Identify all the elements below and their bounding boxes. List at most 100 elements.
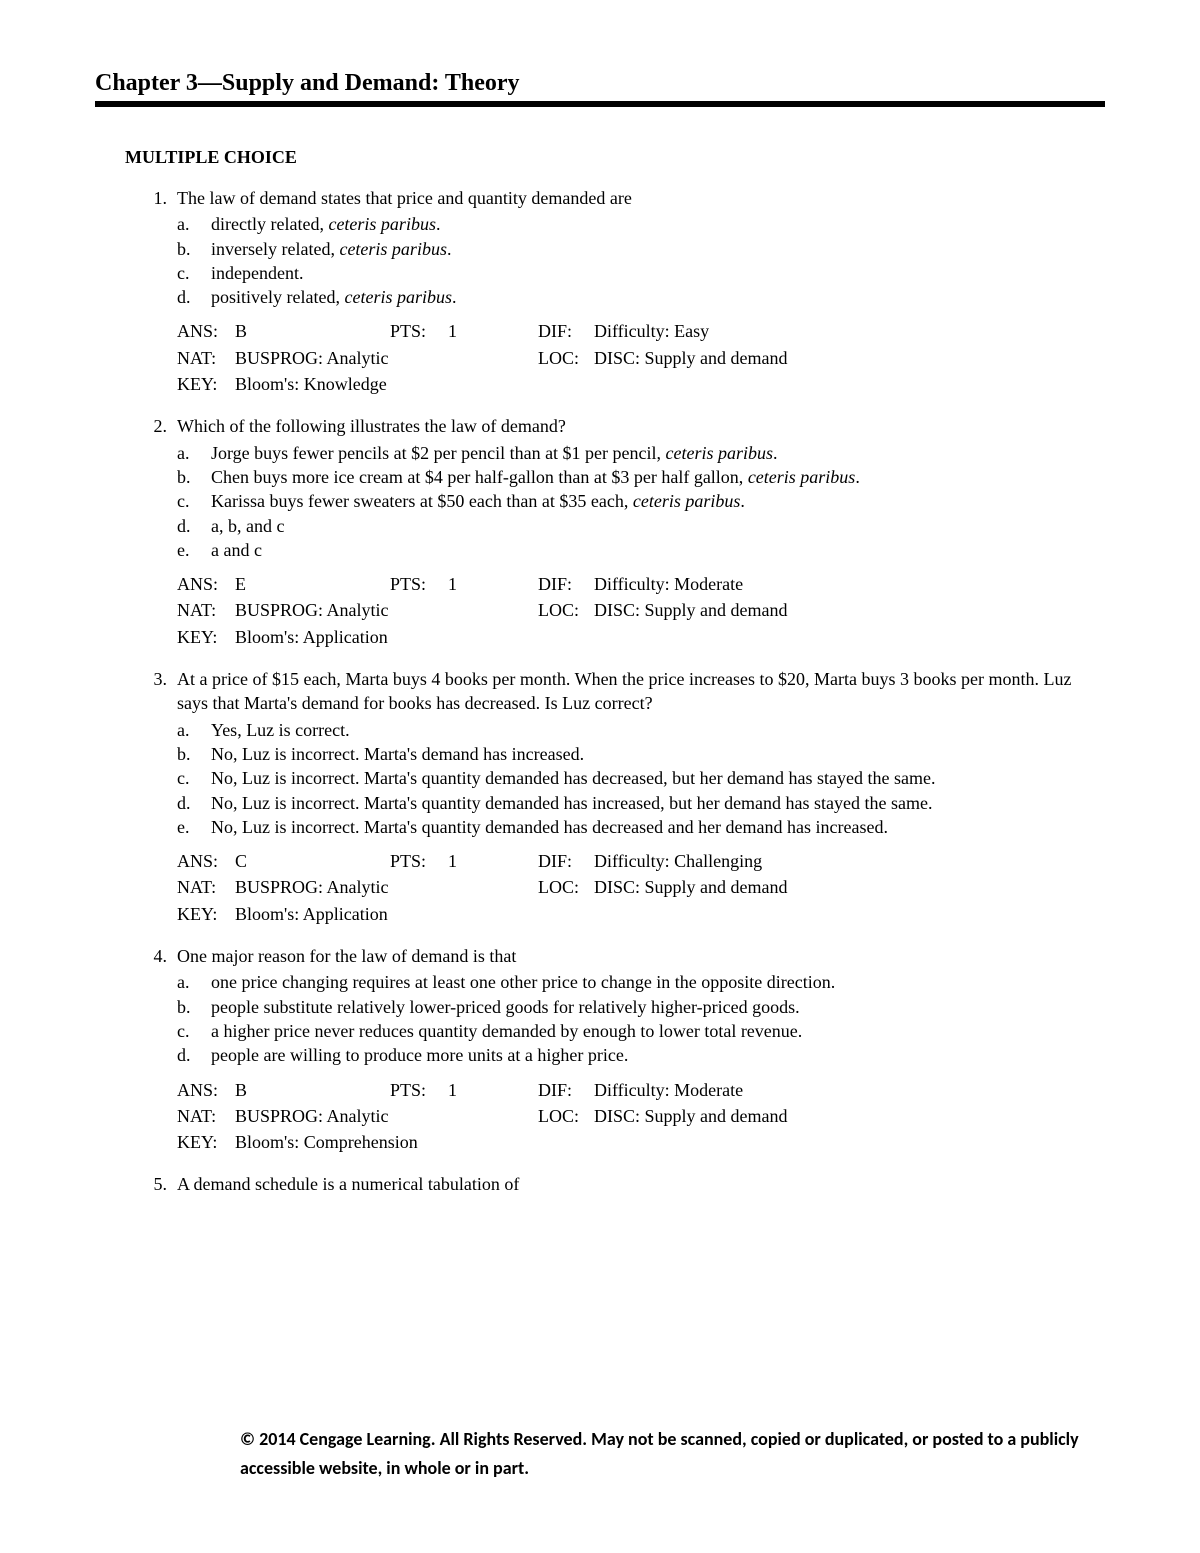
- option: a.Yes, Luz is correct.: [177, 718, 1105, 742]
- option-text-main: people are willing to produce more units…: [211, 1045, 628, 1065]
- option-text: inversely related, ceteris paribus.: [211, 237, 1105, 261]
- option-letter: b.: [177, 995, 211, 1019]
- meta-nat: BUSPROG: Analytic: [235, 1104, 538, 1128]
- option: b.people substitute relatively lower-pri…: [177, 995, 1105, 1019]
- meta-loc: DISC: Supply and demand: [594, 346, 1105, 370]
- question: 3.At a price of $15 each, Marta buys 4 b…: [125, 667, 1105, 926]
- options-list: a.Yes, Luz is correct.b.No, Luz is incor…: [177, 718, 1105, 839]
- questions-container: 1.The law of demand states that price an…: [125, 186, 1105, 1199]
- question-body: One major reason for the law of demand i…: [177, 944, 1105, 1154]
- option-text: a, b, and c: [211, 514, 1105, 538]
- option-text: Jorge buys fewer pencils at $2 per penci…: [211, 441, 1105, 465]
- option-letter: b.: [177, 465, 211, 489]
- option-letter: b.: [177, 742, 211, 766]
- meta-key-label: KEY:: [177, 1130, 235, 1154]
- option-text-suffix: .: [452, 287, 457, 307]
- meta-pts-label: PTS:: [390, 1078, 448, 1102]
- question-stem: One major reason for the law of demand i…: [177, 944, 1105, 968]
- meta-key-label: KEY:: [177, 372, 235, 396]
- meta-dif: Difficulty: Challenging: [594, 849, 1105, 873]
- option-letter: d.: [177, 514, 211, 538]
- meta-loc: DISC: Supply and demand: [594, 598, 1105, 622]
- meta-row: EPTS:1DIF:Difficulty: Moderate: [235, 572, 1105, 596]
- question: 1.The law of demand states that price an…: [125, 186, 1105, 396]
- question: 4.One major reason for the law of demand…: [125, 944, 1105, 1154]
- meta-pts-wrap: 1DIF:Difficulty: Moderate: [448, 1078, 1105, 1102]
- option-letter: e.: [177, 538, 211, 562]
- option-text: positively related, ceteris paribus.: [211, 285, 1105, 309]
- option-letter: a.: [177, 441, 211, 465]
- question-stem: The law of demand states that price and …: [177, 186, 1105, 210]
- meta-key-label: KEY:: [177, 625, 235, 649]
- option: d.positively related, ceteris paribus.: [177, 285, 1105, 309]
- meta-nat-label: NAT:: [177, 598, 235, 622]
- page: Chapter 3—Supply and Demand: Theory MULT…: [0, 0, 1200, 1553]
- meta-row: BPTS:1DIF:Difficulty: Moderate: [235, 1078, 1105, 1102]
- meta-row: CPTS:1DIF:Difficulty: Challenging: [235, 849, 1105, 873]
- question-number: 2.: [125, 414, 177, 649]
- option-text-main: Jorge buys fewer pencils at $2 per penci…: [211, 443, 666, 463]
- option-text-suffix: .: [773, 443, 778, 463]
- meta-key: Bloom's: Comprehension: [235, 1130, 1105, 1154]
- option: c.a higher price never reduces quantity …: [177, 1019, 1105, 1043]
- meta-loc-label: LOC:: [538, 598, 594, 622]
- meta-loc-label: LOC:: [538, 346, 594, 370]
- meta-pts-wrap: 1DIF:Difficulty: Easy: [448, 319, 1105, 343]
- option-letter: a.: [177, 718, 211, 742]
- meta-nat: BUSPROG: Analytic: [235, 346, 538, 370]
- question-stem: At a price of $15 each, Marta buys 4 boo…: [177, 667, 1105, 716]
- option-text-suffix: .: [436, 214, 441, 234]
- option-text: a and c: [211, 538, 1105, 562]
- meta-dif-label: DIF:: [538, 319, 594, 343]
- question-number: 4.: [125, 944, 177, 1154]
- question-body: At a price of $15 each, Marta buys 4 boo…: [177, 667, 1105, 926]
- meta-nat-label: NAT:: [177, 875, 235, 899]
- option-text-main: a, b, and c: [211, 516, 284, 536]
- option-text-main: Chen buys more ice cream at $4 per half-…: [211, 467, 748, 487]
- option-text: No, Luz is incorrect. Marta's quantity d…: [211, 815, 1105, 839]
- question-number: 3.: [125, 667, 177, 926]
- options-list: a.one price changing requires at least o…: [177, 970, 1105, 1067]
- option-text-main: Yes, Luz is correct.: [211, 720, 350, 740]
- meta-loc: DISC: Supply and demand: [594, 875, 1105, 899]
- option-text-suffix: .: [740, 491, 745, 511]
- meta-ans: C: [235, 849, 390, 873]
- option: d.a, b, and c: [177, 514, 1105, 538]
- option: c.No, Luz is incorrect. Marta's quantity…: [177, 766, 1105, 790]
- meta-ans: B: [235, 1078, 390, 1102]
- option-text-italic: ceteris paribus: [328, 214, 436, 234]
- option: b.No, Luz is incorrect. Marta's demand h…: [177, 742, 1105, 766]
- meta-pts: 1: [448, 572, 538, 596]
- option-text-suffix: .: [447, 239, 452, 259]
- option-letter: b.: [177, 237, 211, 261]
- question: 2.Which of the following illustrates the…: [125, 414, 1105, 649]
- option-text-main: a higher price never reduces quantity de…: [211, 1021, 802, 1041]
- question-number: 1.: [125, 186, 177, 396]
- option-text: people substitute relatively lower-price…: [211, 995, 1105, 1019]
- option-letter: c.: [177, 1019, 211, 1043]
- option-text: a higher price never reduces quantity de…: [211, 1019, 1105, 1043]
- option-letter: a.: [177, 212, 211, 236]
- meta-ans-label: ANS:: [177, 1078, 235, 1102]
- meta-pts: 1: [448, 1078, 538, 1102]
- option-text-main: a and c: [211, 540, 262, 560]
- option-text-main: Karissa buys fewer sweaters at $50 each …: [211, 491, 633, 511]
- option-text-main: inversely related,: [211, 239, 339, 259]
- meta-key: Bloom's: Application: [235, 625, 1105, 649]
- option-text: Karissa buys fewer sweaters at $50 each …: [211, 489, 1105, 513]
- question-stem: A demand schedule is a numerical tabulat…: [177, 1172, 1105, 1196]
- answer-meta: ANS:EPTS:1DIF:Difficulty: ModerateNAT:BU…: [177, 572, 1105, 649]
- option-letter: c.: [177, 489, 211, 513]
- meta-pts: 1: [448, 849, 538, 873]
- option-text: independent.: [211, 261, 1105, 285]
- meta-pts-wrap: 1DIF:Difficulty: Moderate: [448, 572, 1105, 596]
- option: d.No, Luz is incorrect. Marta's quantity…: [177, 791, 1105, 815]
- option-text: Yes, Luz is correct.: [211, 718, 1105, 742]
- option-text: one price changing requires at least one…: [211, 970, 1105, 994]
- option: e.No, Luz is incorrect. Marta's quantity…: [177, 815, 1105, 839]
- meta-ans-label: ANS:: [177, 849, 235, 873]
- option-text: No, Luz is incorrect. Marta's quantity d…: [211, 766, 1105, 790]
- option: a.one price changing requires at least o…: [177, 970, 1105, 994]
- option-text: directly related, ceteris paribus.: [211, 212, 1105, 236]
- meta-loc-label: LOC:: [538, 875, 594, 899]
